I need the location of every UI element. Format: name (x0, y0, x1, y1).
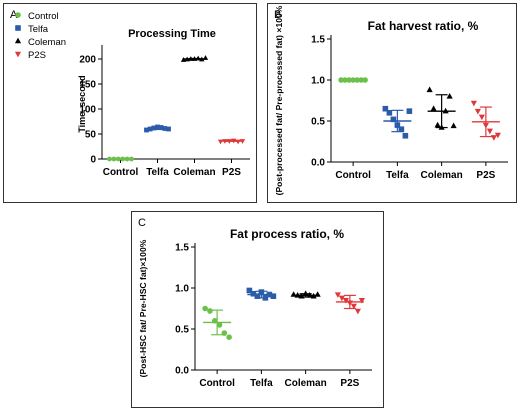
data-point (342, 298, 349, 304)
data-point (494, 132, 501, 139)
data-point (144, 127, 149, 133)
data-point (14, 51, 22, 58)
data-point (338, 295, 345, 302)
x-tick-label: Telfa (250, 378, 273, 389)
y-tick-label: 1.0 (175, 284, 189, 295)
y-axis-label: (Post-processed fat/ Pre-processed fat) … (274, 5, 284, 195)
data-point (15, 25, 21, 31)
fat-harvest-ratio-chart: B Fat harvest ratio, % (Post-processed fat… (274, 5, 508, 195)
data-point (474, 108, 481, 115)
chart-title: Fat process ratio, % (230, 227, 344, 241)
x-tick-label: P2S (340, 378, 359, 389)
legend-entry: Control (28, 11, 59, 22)
panel-label: C (138, 217, 146, 229)
data-point (358, 298, 365, 304)
data-point (434, 121, 441, 128)
data-point (270, 293, 277, 299)
panel-a: A Processing Time Time, second 0 50 100 150 200… (3, 3, 257, 203)
data-point (406, 108, 413, 114)
y-axis-label: (Post-HSC fat/ Pre-HSC fat)×100% (138, 239, 148, 377)
data-point (450, 122, 457, 129)
x-tick-label: P2S (222, 167, 241, 178)
legend-entry: P2S (28, 50, 46, 61)
chart-title: Processing Time (128, 28, 216, 40)
data-point (207, 308, 213, 314)
data-point (250, 290, 257, 297)
y-tick-label: 100 (79, 105, 96, 116)
y-tick-label: 1.5 (175, 243, 189, 254)
data-point (470, 100, 477, 107)
y-tick-label: 200 (79, 55, 96, 66)
y-tick-label: 50 (85, 130, 97, 141)
data-point (490, 135, 497, 141)
data-point (15, 12, 21, 18)
data-point (334, 292, 341, 298)
y-axis-label: Time, second (77, 75, 87, 132)
x-tick-label: Telfa (386, 170, 409, 181)
chart-title: Fat harvest ratio, % (368, 19, 479, 33)
legend-entry: Coleman (28, 37, 66, 48)
data-point (254, 293, 261, 299)
y-tick-label: 0.0 (311, 158, 325, 169)
data-point (246, 287, 253, 294)
data-point (202, 305, 208, 312)
data-point (446, 93, 453, 99)
data-point (350, 303, 357, 310)
legend-entry: Telfa (28, 24, 49, 35)
y-tick-label: 1.0 (311, 76, 325, 87)
data-point (386, 110, 393, 116)
panel-b: B Fat harvest ratio, % (Post-processed fat… (267, 3, 517, 203)
x-tick-label: Control (103, 167, 139, 178)
data-point (14, 37, 22, 44)
data-point (430, 105, 437, 111)
panel-c: C Fat process ratio, % (Post-HSC fat/ Pre-… (131, 211, 384, 408)
x-tick-label: P2S (476, 170, 495, 181)
data-point (216, 322, 223, 328)
data-point (398, 126, 405, 132)
processing-time-chart: A Processing Time Time, second 0 50 100 150 200… (10, 9, 250, 178)
x-tick-label: Telfa (146, 167, 169, 178)
x-tick-label: Control (335, 170, 371, 181)
data-point (478, 114, 485, 121)
fat-process-ratio-chart: C Fat process ratio, % (Post-HSC fat/ Pre-… (138, 217, 372, 389)
y-tick-label: 150 (79, 80, 96, 91)
data-point (486, 128, 493, 135)
y-tick-label: 0.0 (175, 366, 189, 377)
data-point (426, 86, 433, 93)
data-point (402, 132, 409, 139)
x-tick-label: Coleman (285, 378, 327, 389)
y-tick-label: 0.5 (311, 117, 325, 128)
data-point (226, 334, 232, 340)
data-point (390, 116, 397, 123)
x-tick-label: Coleman (421, 170, 463, 181)
y-tick-label: 0 (90, 155, 96, 166)
panel-label: A (10, 9, 18, 21)
data-point (354, 308, 361, 315)
x-tick-label: Coleman (173, 167, 215, 178)
y-tick-label: 1.5 (311, 35, 325, 46)
y-tick-label: 0.5 (175, 325, 189, 336)
data-point (382, 105, 389, 112)
panel-label: B (274, 9, 281, 21)
x-tick-label: Control (199, 378, 235, 389)
